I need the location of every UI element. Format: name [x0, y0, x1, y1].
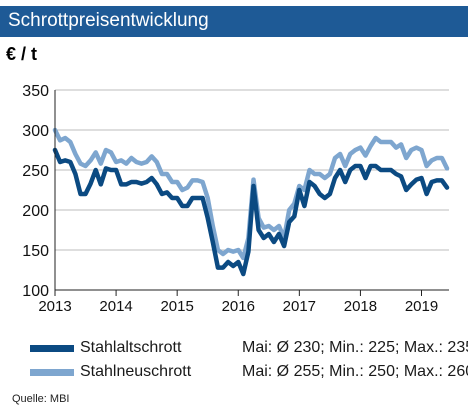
- legend-swatch-stahlneuschrott: [30, 368, 74, 376]
- x-tick-label-2019: 2019: [405, 298, 438, 315]
- y-unit-label: € / t: [6, 44, 38, 64]
- legend-item-stahlaltschrott: Stahlaltschrott Mai: Ø 230; Min.: 225; M…: [30, 336, 468, 360]
- y-tick-label-200: 200: [22, 203, 49, 220]
- axes: 100 150 200 250 300 350 2013 2014 2015 2016 2017 20…: [22, 83, 449, 315]
- legend-swatch-stahlaltschrott: [30, 344, 74, 352]
- series-line-stahlaltschrott: [52, 147, 450, 277]
- legend-stats: Mai: Ø 255; Min.: 250; Max.: 260: [242, 363, 468, 380]
- y-tick-label-300: 300: [22, 123, 49, 140]
- legend-label: Stahlneuschrott: [80, 363, 192, 380]
- y-tick-label-250: 250: [22, 163, 49, 180]
- y-tick-label-150: 150: [22, 243, 49, 260]
- x-tick-label-2018: 2018: [344, 298, 377, 315]
- x-tick-label-2014: 2014: [99, 298, 132, 315]
- x-tick-label-2017: 2017: [283, 298, 316, 315]
- title-bar: Schrottpreisentwicklung: [0, 6, 468, 37]
- legend-stats: Mai: Ø 230; Min.: 225; Max.: 235: [242, 339, 468, 356]
- x-tick-label-2013: 2013: [38, 298, 71, 315]
- y-tick-label-100: 100: [22, 283, 49, 300]
- x-tick-label-2015: 2015: [160, 298, 193, 315]
- legend-item-stahlneuschrott: Stahlneuschrott Mai: Ø 255; Min.: 250; M…: [30, 360, 468, 384]
- series-lines: [52, 127, 450, 277]
- legend-label: Stahlaltschrott: [80, 339, 182, 356]
- y-tick-label-350: 350: [22, 83, 49, 100]
- chart-title: Schrottpreisentwicklung: [8, 10, 209, 31]
- source-note: Quelle: MBI: [12, 393, 70, 405]
- x-tick-label-2016: 2016: [222, 298, 255, 315]
